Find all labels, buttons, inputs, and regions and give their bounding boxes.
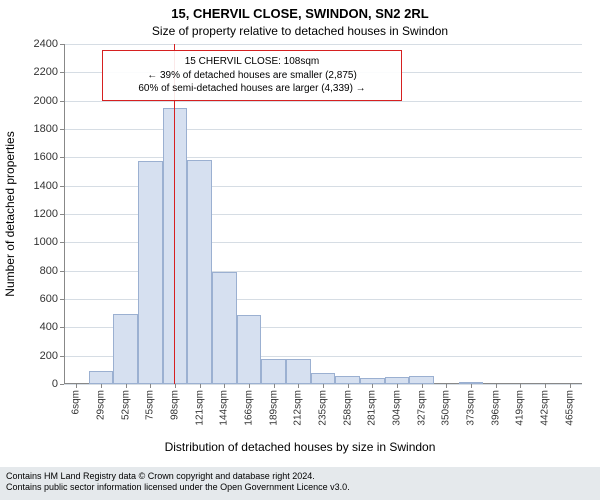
x-tick-label: 212sqm <box>293 390 304 426</box>
x-tick-mark <box>175 384 176 388</box>
x-tick-label: 166sqm <box>244 390 255 426</box>
x-tick-mark <box>323 384 324 388</box>
x-tick-mark <box>471 384 472 388</box>
histogram-bar <box>113 314 138 384</box>
x-tick-mark <box>200 384 201 388</box>
histogram-bar <box>138 161 163 384</box>
x-tick-mark <box>224 384 225 388</box>
plot-area: 0200400600800100012001400160018002000220… <box>64 44 582 384</box>
y-axis-title: Number of detached properties <box>3 44 17 384</box>
x-tick-label: 29sqm <box>96 390 107 420</box>
x-tick-label: 189sqm <box>268 390 279 426</box>
x-tick-mark <box>101 384 102 388</box>
gridline <box>64 129 582 130</box>
x-tick-label: 258sqm <box>342 390 353 426</box>
histogram-bar <box>187 160 212 384</box>
x-tick-mark <box>545 384 546 388</box>
y-tick-label: 2400 <box>34 38 58 50</box>
x-tick-mark <box>249 384 250 388</box>
x-tick-mark <box>150 384 151 388</box>
x-tick-mark <box>496 384 497 388</box>
x-tick-label: 6sqm <box>71 390 82 414</box>
gridline <box>64 44 582 45</box>
x-tick-label: 373sqm <box>466 390 477 426</box>
chart-container: { "title_main": "15, CHERVIL CLOSE, SWIN… <box>0 0 600 500</box>
x-tick-label: 75sqm <box>145 390 156 420</box>
x-tick-label: 304sqm <box>392 390 403 426</box>
histogram-bar <box>409 376 434 384</box>
x-tick-label: 396sqm <box>490 390 501 426</box>
histogram-bar <box>311 373 336 384</box>
x-tick-label: 281sqm <box>367 390 378 426</box>
y-tick-label: 1000 <box>34 236 58 248</box>
property-info-box: 15 CHERVIL CLOSE: 108sqm← 39% of detache… <box>102 50 402 101</box>
gridline <box>64 157 582 158</box>
y-tick-label: 800 <box>40 265 58 277</box>
y-tick-label: 400 <box>40 321 58 333</box>
x-tick-mark <box>372 384 373 388</box>
x-tick-label: 121sqm <box>194 390 205 426</box>
attribution-footer: Contains HM Land Registry data © Crown c… <box>0 467 600 500</box>
histogram-bar <box>212 272 237 384</box>
y-tick-label: 200 <box>40 350 58 362</box>
y-tick-label: 2000 <box>34 95 58 107</box>
histogram-bar <box>89 371 114 384</box>
x-tick-label: 350sqm <box>441 390 452 426</box>
x-tick-label: 144sqm <box>219 390 230 426</box>
x-tick-mark <box>520 384 521 388</box>
page-title: 15, CHERVIL CLOSE, SWINDON, SN2 2RL <box>0 6 600 21</box>
y-tick-label: 1600 <box>34 151 58 163</box>
y-tick-label: 0 <box>52 378 58 390</box>
x-tick-label: 419sqm <box>515 390 526 426</box>
y-tick-label: 1200 <box>34 208 58 220</box>
x-tick-mark <box>422 384 423 388</box>
histogram-bar <box>237 315 262 384</box>
x-axis-title: Distribution of detached houses by size … <box>0 440 600 454</box>
x-tick-mark <box>76 384 77 388</box>
x-tick-mark <box>348 384 349 388</box>
gridline <box>64 101 582 102</box>
x-tick-mark <box>126 384 127 388</box>
histogram-bar <box>163 108 188 384</box>
histogram-bar <box>335 376 360 384</box>
x-tick-mark <box>570 384 571 388</box>
histogram-bar <box>261 359 286 385</box>
y-tick-mark <box>60 384 64 385</box>
info-box-line: 60% of semi-detached houses are larger (… <box>111 82 393 96</box>
x-tick-label: 465sqm <box>564 390 575 426</box>
x-tick-label: 98sqm <box>170 390 181 420</box>
histogram-bar <box>286 359 311 385</box>
page-subtitle: Size of property relative to detached ho… <box>0 24 600 38</box>
footer-line-1: Contains HM Land Registry data © Crown c… <box>6 471 594 483</box>
x-tick-label: 327sqm <box>416 390 427 426</box>
x-tick-label: 235sqm <box>318 390 329 426</box>
x-tick-mark <box>446 384 447 388</box>
footer-line-2: Contains public sector information licen… <box>6 482 594 494</box>
y-tick-label: 600 <box>40 293 58 305</box>
x-tick-label: 442sqm <box>540 390 551 426</box>
histogram-bar <box>385 377 410 384</box>
x-tick-mark <box>397 384 398 388</box>
info-box-line: 15 CHERVIL CLOSE: 108sqm <box>111 55 393 69</box>
y-tick-label: 1400 <box>34 180 58 192</box>
info-box-line: ← 39% of detached houses are smaller (2,… <box>111 69 393 83</box>
x-tick-mark <box>274 384 275 388</box>
y-axis-line <box>64 44 65 384</box>
y-tick-label: 1800 <box>34 123 58 135</box>
x-tick-label: 52sqm <box>120 390 131 420</box>
y-tick-label: 2200 <box>34 66 58 78</box>
x-tick-mark <box>298 384 299 388</box>
